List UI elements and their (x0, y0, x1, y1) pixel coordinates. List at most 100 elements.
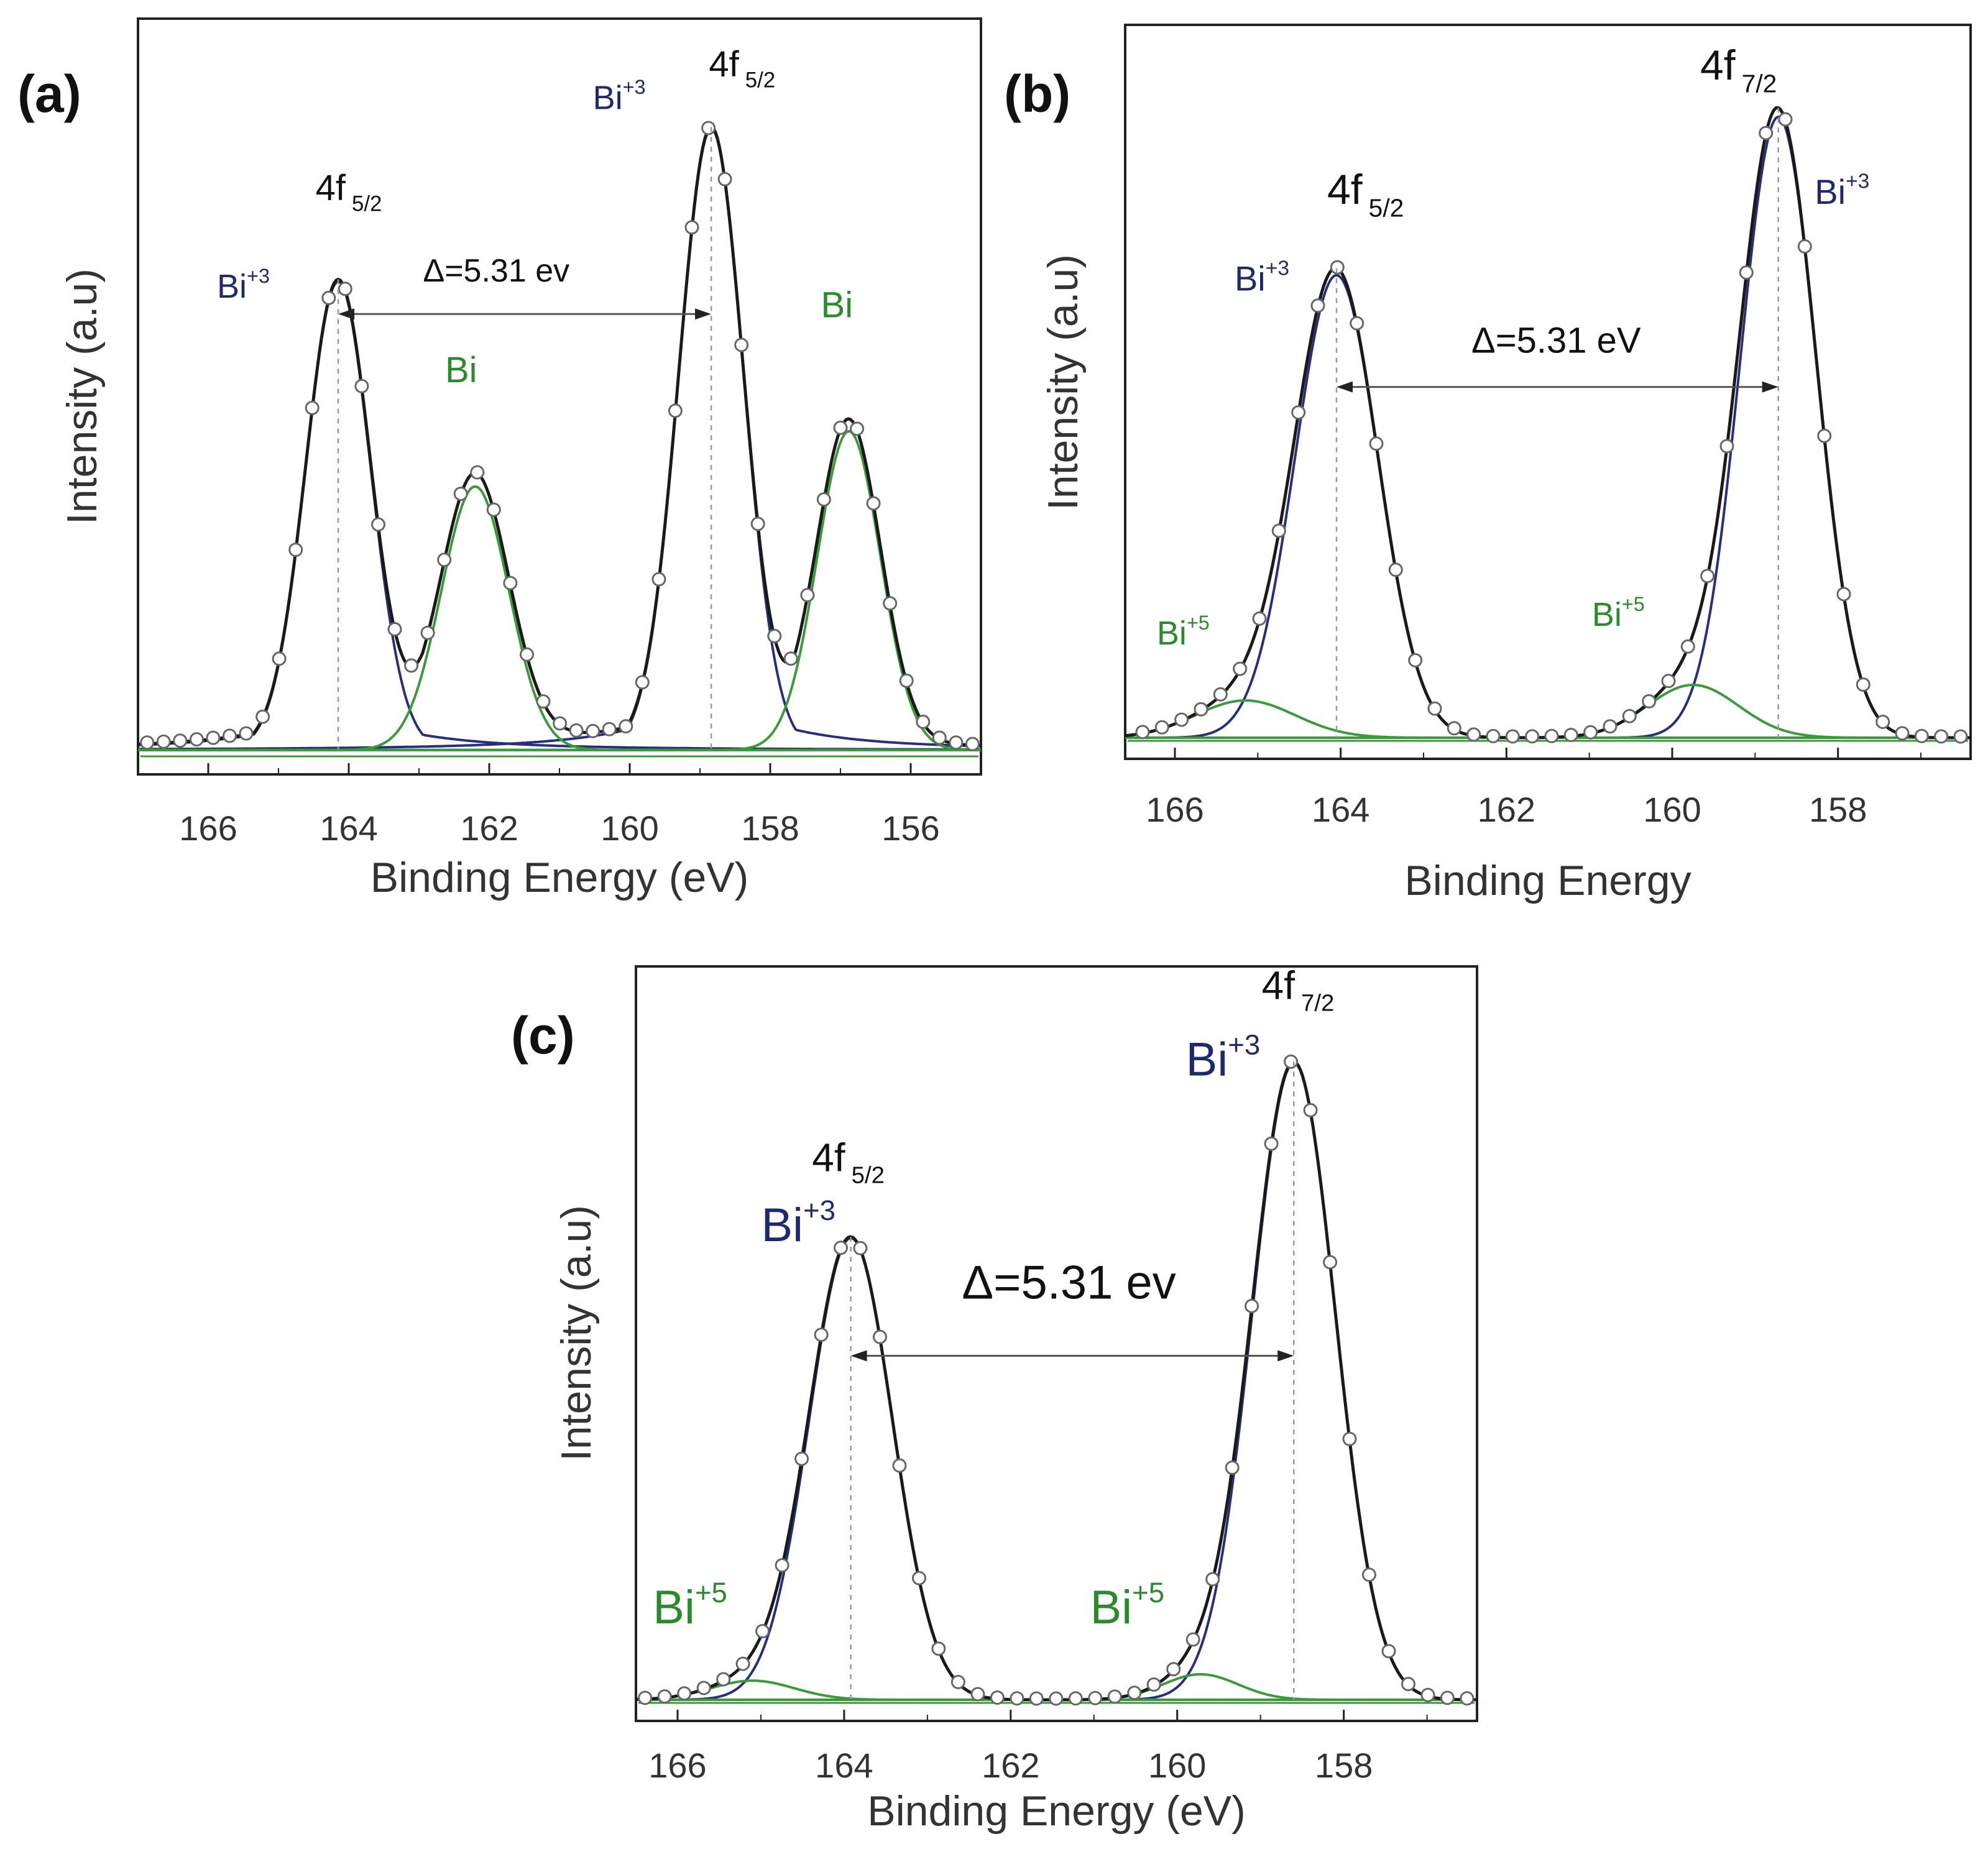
data-point (1213, 687, 1228, 702)
x-axis-label: Binding Energy (1404, 857, 1691, 904)
plot-frame (635, 965, 1478, 1722)
data-point (1778, 112, 1793, 127)
plot-frame (1124, 24, 1972, 760)
x-tick-label: 162 (1478, 790, 1535, 829)
panel-label: (a) (17, 65, 81, 123)
delta-arrow-head-right (1277, 1350, 1294, 1362)
data-point (1817, 428, 1832, 443)
data-point (1603, 719, 1618, 734)
data-point (916, 714, 931, 729)
data-point (767, 628, 782, 643)
data-point (404, 658, 419, 673)
delta-arrow-head-left (1337, 381, 1353, 393)
data-point (899, 673, 914, 688)
data-point (1174, 712, 1189, 727)
data-point (1466, 727, 1481, 742)
data-point (420, 625, 435, 640)
x-tick-label: 166 (1146, 790, 1203, 829)
data-point (1233, 661, 1248, 676)
data-point (775, 1558, 789, 1573)
data-point (1342, 1431, 1357, 1446)
x-tick-label: 158 (1809, 790, 1867, 829)
x-tick-label: 162 (460, 809, 518, 848)
data-point (272, 651, 287, 666)
annotation-label: Δ=5.31 eV (1471, 321, 1641, 361)
x-tick-label: 162 (982, 1746, 1039, 1785)
data-point (1563, 728, 1578, 743)
data-point (1284, 1054, 1299, 1069)
y-axis-label: Intensity (a.u) (58, 268, 106, 525)
data-point (1427, 701, 1442, 716)
panel-label: (c) (511, 1006, 575, 1065)
data-point (717, 172, 732, 186)
data-point (387, 622, 402, 636)
data-point (1680, 639, 1695, 654)
delta-arrow-head-right (1762, 381, 1779, 393)
data-point (1401, 1677, 1415, 1692)
annotation-label: 4f 5/2 (709, 44, 775, 92)
data-point (602, 722, 617, 736)
annotation-label: Δ=5.31 ev (423, 253, 569, 289)
data-point (1525, 729, 1540, 744)
annotation-label: Bi+5 (1592, 593, 1645, 633)
data-point (1856, 677, 1871, 692)
data-point (1350, 316, 1364, 331)
data-point (1486, 728, 1501, 743)
data-point (1460, 1691, 1475, 1706)
data-point (371, 517, 385, 532)
data-point (1797, 239, 1812, 254)
annotation-label: 4f 5/2 (316, 168, 382, 216)
data-point (1049, 1691, 1064, 1706)
data-point (833, 420, 848, 435)
annotation-label: 4f 7/2 (1262, 963, 1335, 1017)
x-tick-label: 164 (815, 1746, 873, 1785)
data-point (173, 733, 188, 748)
data-point (684, 220, 699, 235)
data-point (503, 576, 518, 590)
x-tick-label: 160 (1643, 790, 1701, 829)
data-point (1271, 523, 1286, 538)
data-point (1934, 729, 1949, 744)
fit-envelope (635, 1060, 1477, 1702)
data-point (696, 1681, 711, 1695)
data-point (950, 1674, 965, 1689)
data-point (1661, 674, 1676, 689)
annotation-label: Bi+3 (761, 1195, 835, 1252)
data-point (657, 1689, 672, 1704)
data-point (586, 723, 601, 738)
data-point (794, 1451, 809, 1466)
x-tick-label: 164 (1312, 790, 1369, 829)
data-point (1291, 405, 1306, 420)
annotation-label: Δ=5.31 ev (962, 1256, 1176, 1309)
x-axis-label: Binding Energy (eV) (370, 854, 749, 901)
data-point (189, 732, 204, 747)
x-tick-label: 160 (1148, 1746, 1206, 1785)
data-point (912, 1571, 926, 1585)
data-point (1408, 653, 1423, 667)
data-point (239, 726, 254, 741)
data-point (1719, 439, 1734, 454)
panel-c: 166 164 162 160 158 Binding Energy (eV) Intens… (511, 963, 1478, 1835)
data-point (1759, 126, 1774, 140)
panel-a: 166 164 162 160 158 156 Binding Energy (eV) Int… (17, 17, 982, 901)
data-point (223, 728, 237, 743)
data-point (701, 121, 716, 135)
data-point (619, 719, 633, 734)
data-point (321, 290, 336, 305)
data-point (1127, 1685, 1142, 1700)
data-point (520, 647, 534, 662)
data-point (569, 723, 584, 738)
x-tick-label: 166 (179, 809, 237, 848)
data-point (156, 734, 171, 749)
annotation-label: 4f 5/2 (812, 1135, 885, 1188)
data-point (1914, 728, 1929, 743)
data-point (949, 735, 964, 750)
data-point (734, 337, 749, 352)
data-point (635, 675, 650, 690)
data-point (1642, 694, 1657, 709)
data-point (1154, 720, 1169, 735)
data-point (716, 1672, 731, 1687)
data-point (1029, 1691, 1044, 1706)
data-point (677, 1686, 692, 1701)
